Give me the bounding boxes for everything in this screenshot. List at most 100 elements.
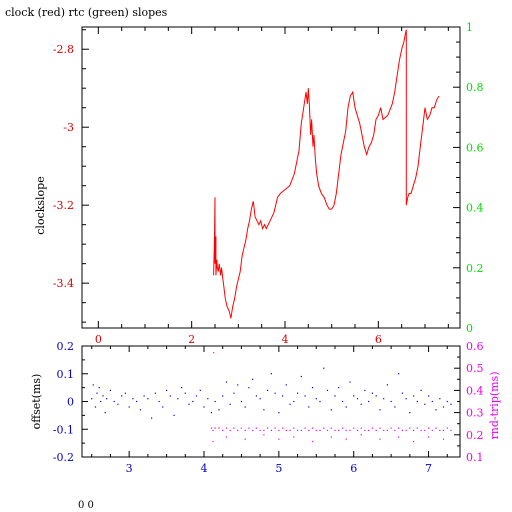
rtt-point [248, 427, 250, 429]
rtt-point [379, 427, 381, 429]
y2-tick-label: 0.4 [466, 202, 484, 215]
y-tick-label: -0.2 [53, 451, 74, 464]
offset-point [368, 400, 370, 403]
offset-point [136, 400, 138, 403]
rtt-point [222, 429, 224, 431]
offset-point [416, 400, 418, 403]
offset-point [109, 389, 111, 391]
offset-point [169, 395, 171, 397]
rtt-point [218, 427, 220, 429]
offset-point [240, 400, 242, 403]
x-tick-label: 4 [201, 462, 208, 475]
rtt-point [240, 427, 242, 429]
rtt-point [213, 352, 215, 354]
rtt-point [293, 436, 295, 438]
rtt-point [450, 429, 452, 431]
offset-point [94, 406, 97, 408]
offset-point [326, 389, 329, 391]
rtt-point [394, 429, 396, 431]
offset-point [424, 403, 426, 405]
y-tick-label: 0.1 [57, 368, 75, 381]
offset-point [91, 398, 93, 400]
offset-point [218, 409, 220, 411]
rtt-point [379, 438, 381, 440]
offset-point [139, 409, 141, 411]
offset-point [203, 406, 205, 408]
clock-slope-panel: 0 2 4 6 -2.8 -3 -3.2 -3.4 1 0.8 0.6 0.4 0.2 0 clockslo… [34, 21, 484, 346]
y-tick-label: -3.4 [53, 277, 74, 290]
rtt-point [274, 427, 276, 429]
y-tick-label: -3.2 [53, 199, 74, 212]
offset-point [233, 392, 235, 394]
rtt-point [413, 429, 415, 431]
offset-point [304, 395, 306, 397]
rtt-point [401, 429, 403, 431]
rtt-point [315, 429, 317, 431]
rtt-point [334, 429, 336, 431]
rtt-point [413, 440, 415, 443]
plot-frame [81, 345, 461, 458]
offset-point [375, 395, 377, 397]
rtt-point [345, 429, 347, 431]
y2-tick-label: 0.6 [466, 340, 484, 353]
rtt-point [424, 429, 426, 431]
rtt-point [225, 427, 228, 429]
y2-tick-label: 0.6 [466, 141, 484, 154]
offset-point [267, 389, 269, 391]
offset-point [102, 395, 104, 397]
offset-point [439, 398, 441, 400]
y2-tick-label: 0.1 [466, 451, 484, 464]
x-tick-label: 0 [95, 333, 102, 346]
offset-point [124, 392, 126, 394]
rtt-point [289, 429, 291, 431]
offset-point [413, 395, 415, 397]
rtt-point [338, 429, 340, 431]
offset-point [132, 398, 134, 400]
offset-point [300, 375, 302, 378]
offset-point [113, 400, 115, 403]
y2-tick-label: 0 [466, 322, 473, 335]
offset-point [121, 395, 123, 397]
rtt-point [212, 429, 214, 431]
offset-point [431, 400, 433, 403]
rtt-point [435, 427, 437, 429]
rtt-point [252, 429, 254, 431]
offset-point [252, 378, 254, 380]
rtt-point [349, 429, 351, 431]
offset-point [92, 384, 94, 386]
offset-point [311, 387, 314, 389]
offset-point [210, 412, 213, 414]
offset-point [349, 381, 351, 383]
offset-point [143, 395, 145, 397]
offset-point [177, 398, 179, 400]
rtt-point [360, 427, 362, 429]
offset-point [308, 406, 310, 408]
offset-point [282, 395, 284, 397]
offset-point [383, 398, 385, 400]
rtt-point [345, 438, 347, 440]
offset-point [353, 395, 355, 397]
rtt-point [210, 427, 213, 429]
offset-point [151, 417, 153, 419]
rtt-point [285, 429, 287, 431]
offset-point [192, 400, 194, 403]
rtt-point [405, 429, 407, 431]
chart-title: clock (red) rtc (green) slopes [5, 6, 168, 19]
offset-point [255, 395, 257, 397]
rtt-point [371, 427, 373, 429]
rtt-point [439, 429, 441, 431]
x-tick-label: 4 [282, 333, 289, 346]
rtt-point [428, 427, 430, 429]
plot-frame [81, 26, 461, 329]
offset-point [315, 398, 317, 400]
offset-point [225, 381, 228, 383]
y2-tick-label: 1 [466, 21, 473, 34]
rtt-point [420, 429, 422, 431]
offset-point [222, 395, 224, 397]
offset-point [166, 389, 168, 391]
offset-point [117, 403, 119, 405]
offset-point [341, 400, 344, 403]
offset-point [184, 392, 186, 394]
rtt-point [278, 438, 280, 440]
